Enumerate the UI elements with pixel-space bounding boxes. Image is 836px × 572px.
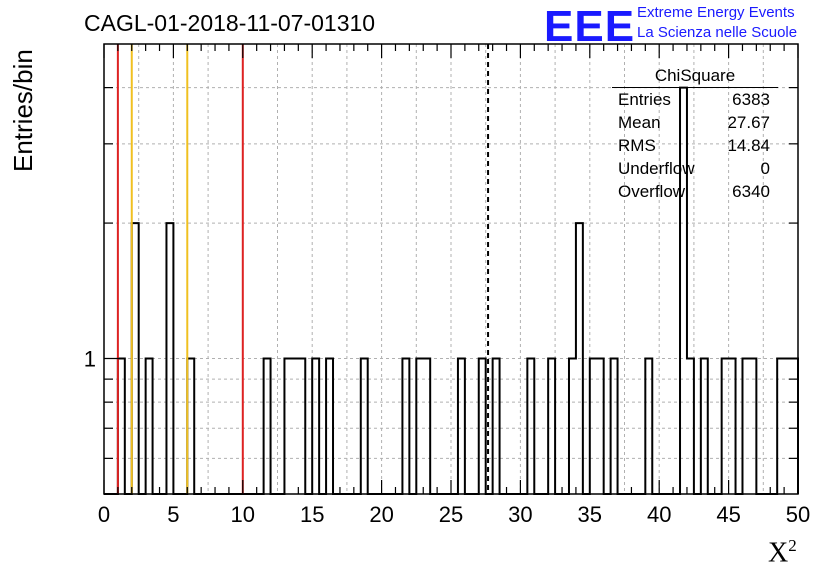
x-tick-label: 25 [439,502,463,527]
y-axis-label: Entries/bin [8,49,38,172]
x-tick-label: 0 [98,502,110,527]
stats-label: RMS [618,136,656,155]
stats-row: Underflow 0 [612,157,778,180]
x-tick-label: 45 [716,502,740,527]
x-axis-label: X2 [768,536,797,569]
stats-label: Entries [618,90,671,109]
x-tick-label: 5 [167,502,179,527]
x-tick-label: 20 [369,502,393,527]
logo-line-2: La Scienza nelle Scuole [637,24,798,41]
x-tick-label: 30 [508,502,532,527]
reference-lines [116,44,490,494]
stats-label: Overflow [618,182,686,201]
stats-value: 0 [760,159,770,178]
stats-label: Underflow [618,159,695,178]
stats-row: Overflow 6340 [612,180,778,203]
x-tick-label: 35 [578,502,602,527]
eee-logo: EEE [544,2,636,51]
stats-value: 6340 [732,182,770,201]
y-tick-label: 1 [84,347,96,372]
x-tick-label: 15 [300,502,324,527]
logo-line-1: Extreme Energy Events [637,4,795,21]
chart-title: CAGL-01-2018-11-07-01310 [84,10,376,36]
stats-row: RMS 14.84 [612,134,778,157]
stats-value: 14.84 [727,136,770,155]
stats-row: Entries 6383 [612,88,778,111]
x-tick-label: 10 [231,502,255,527]
axes [103,43,799,495]
tick-labels: 0 5 10 15 20 25 30 35 40 45 50 1 [84,347,810,527]
stats-title: ChiSquare [612,66,778,88]
x-tick-label: 40 [647,502,671,527]
stats-box: ChiSquare Entries 6383 Mean 27.67 RMS 14.84 Un… [612,66,778,203]
stats-row: Mean 27.67 [612,111,778,134]
stats-value: 6383 [732,90,770,109]
stats-value: 27.67 [727,113,770,132]
stats-label: Mean [618,113,661,132]
x-tick-label: 50 [786,502,810,527]
